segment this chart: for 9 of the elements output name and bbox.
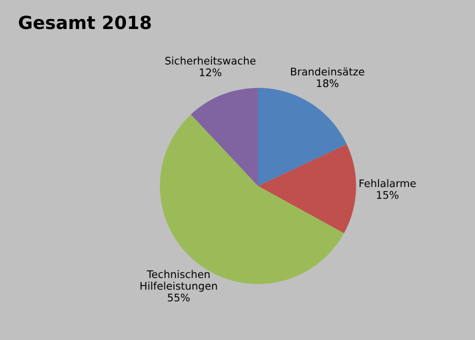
- slice-label: Brandeinsätze: [291, 67, 364, 76]
- slice-label: Sicherheitswache: [165, 56, 256, 65]
- slice-label: Fehlalarme: [360, 179, 416, 188]
- data-label: 12%: [200, 68, 222, 76]
- slice-label: Technischen Hilfeleistungen: [140, 270, 217, 292]
- data-label: 18%: [316, 79, 338, 88]
- data-label: 15%: [376, 190, 398, 199]
- data-label: 55%: [168, 294, 190, 302]
- chart-title: Gesamt 2018: [18, 16, 151, 30]
